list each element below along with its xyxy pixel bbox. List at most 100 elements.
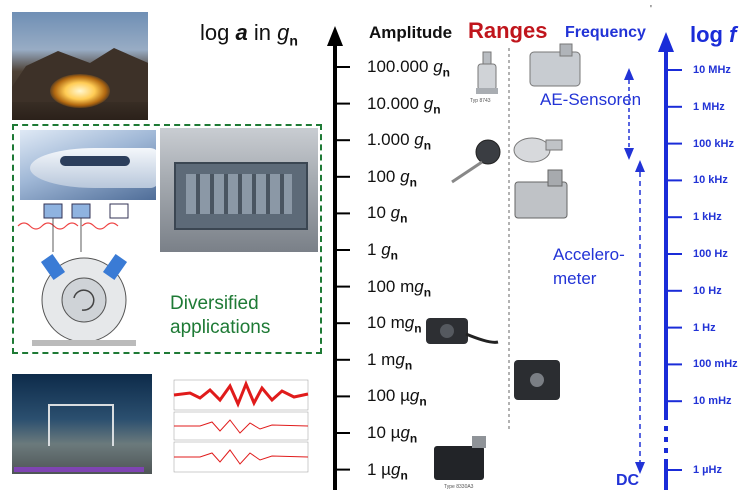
amplitude-tick-unit: g <box>433 57 443 76</box>
frequency-tick-label: 10 Hz <box>693 284 722 297</box>
amplitude-tick-sub: n <box>423 138 432 153</box>
amplitude-tick-unit: g <box>409 386 420 406</box>
amplitude-tick-unit: g <box>400 423 410 442</box>
ae-range-arrow-up <box>624 68 634 80</box>
amplitude-tick-unit: g <box>414 130 424 150</box>
logf-prefix: log <box>690 22 730 47</box>
amplitude-axis-title: log a in gn <box>200 20 298 48</box>
amplitude-tick-sub: n <box>400 467 408 482</box>
explosion-flash <box>50 74 110 108</box>
sensor-caption-bottom: Type 8330A3 <box>444 484 474 490</box>
frequency-tick-label: 10 MHz <box>693 64 731 76</box>
corner-mark: ' <box>650 4 652 15</box>
accelerometer-range-arrow-down <box>635 462 645 474</box>
amplitude-tick-label: 10 gn <box>367 203 407 228</box>
amplitude-tick-sub: n <box>423 284 432 299</box>
sensor-ae-round <box>513 137 563 163</box>
amplitude-tick-sub: n <box>409 431 418 446</box>
amplitude-tick-unit: g <box>395 349 405 369</box>
amplitude-tick-unit: g <box>381 240 391 259</box>
seafloor-frame <box>48 404 114 446</box>
amplitude-tick-unit: g <box>400 166 410 186</box>
frequency-tick-label: 1 Hz <box>693 321 716 334</box>
frequency-tick-label: 100 mHz <box>693 358 738 371</box>
frequency-tick-label: 1 kHz <box>693 211 722 224</box>
train-nose <box>30 148 156 188</box>
amplitude-tick-label: 100 gn <box>367 167 417 192</box>
amplitude-tick-value: 10 m <box>367 313 405 333</box>
frequency-tick-label: 10 kHz <box>693 174 728 187</box>
amplitude-tick-value: 1 <box>367 240 382 259</box>
applications-label-line2: applications <box>170 317 271 338</box>
amplitude-tick-label: 1 µgn <box>367 460 408 485</box>
amplitude-tick-sub: n <box>400 211 408 226</box>
amplitude-tick-value: 1.000 <box>367 130 415 150</box>
log-f-heading: log f <box>690 22 736 48</box>
amplitude-tick-value: 100 m <box>367 276 415 296</box>
ae-range-arrow-down <box>624 148 634 160</box>
dc-label: DC <box>616 472 640 489</box>
amplitude-tick-value: 10 <box>367 203 391 223</box>
amplitude-tick-value: 1 µ <box>367 459 391 479</box>
amplitude-tick-value: 100 µ <box>367 386 410 406</box>
seismogram-plot <box>160 376 310 476</box>
amplitude-tick-sub: n <box>433 101 441 116</box>
axis-title-var: a <box>235 20 248 45</box>
amplitude-tick-sub: n <box>419 394 427 409</box>
accelerometer-label: Accelero- meter <box>553 243 625 291</box>
axis-title-sub: n <box>289 32 298 49</box>
amplitude-tick-label: 1 mgn <box>367 350 412 375</box>
rotating-machine-drawing <box>17 203 136 346</box>
amplitude-tick-sub: n <box>442 65 450 80</box>
amplitude-tick-label: 10.000 gn <box>367 94 441 119</box>
amplitude-heading: Amplitude <box>369 23 453 42</box>
frequency-heading: Frequency <box>565 24 646 41</box>
frequency-tick-label: 100 kHz <box>693 137 734 150</box>
frequency-tick-label: 1 MHz <box>693 100 725 113</box>
sensor-base-bottom <box>434 436 486 480</box>
sensor-black-pad <box>426 318 499 344</box>
frequency-axis-arrow <box>658 32 674 52</box>
test-rig-photo <box>160 128 318 252</box>
accelerometer-range-arrow-up <box>635 160 645 172</box>
sensor-triaxial <box>514 169 568 219</box>
ae-sensors-label: AE-Sensoren <box>540 90 642 109</box>
frequency-tick-label: 1 µHz <box>693 464 722 476</box>
high-speed-train-photo <box>20 130 156 200</box>
amplitude-tick-sub: n <box>409 175 417 190</box>
amplitude-tick-value: 1 m <box>367 349 396 369</box>
accelerometer-label-line1: Accelero- <box>553 245 625 264</box>
amplitude-tick-sub: n <box>414 321 422 336</box>
applications-label: Diversified applications <box>170 292 270 340</box>
sensor-cable-round <box>451 139 501 184</box>
amplitude-tick-unit: g <box>414 276 424 296</box>
frequency-tick-label: 100 Hz <box>693 248 728 260</box>
amplitude-tick-label: 10 µgn <box>367 423 417 448</box>
amplitude-tick-sub: n <box>404 358 413 373</box>
amplitude-tick-unit: g <box>423 93 434 113</box>
amplitude-tick-unit: g <box>404 313 415 333</box>
axis-title-unit: g <box>277 20 290 45</box>
explosion-photo <box>12 12 148 120</box>
amplitude-tick-label: 100.000 gn <box>367 57 450 82</box>
sensor-caption-top: Typ 8743 <box>470 98 491 104</box>
amplitude-tick-value: 10 µ <box>367 423 401 442</box>
amplitude-tick-value: 10.000 <box>367 93 424 113</box>
sensor-piezo-top <box>476 51 498 94</box>
amplitude-tick-unit: g <box>390 459 401 479</box>
axis-title-prefix: log <box>200 20 236 45</box>
amplitude-tick-sub: n <box>390 248 398 263</box>
test-rig-frame <box>174 162 308 230</box>
seafloor-station-photo <box>12 374 152 474</box>
frequency-tick-label: 10 mHz <box>693 395 732 408</box>
amplitude-tick-value: 100 <box>367 166 401 186</box>
applications-label-line1: Diversified <box>170 293 259 314</box>
amplitude-tick-label: 100 mgn <box>367 277 431 302</box>
sensor-black-block <box>514 360 560 400</box>
ranges-heading: Ranges <box>468 18 548 43</box>
amplitude-tick-unit: g <box>390 203 401 223</box>
applications-box <box>12 124 322 354</box>
logf-var: f <box>729 22 737 47</box>
amplitude-tick-label: 1 gn <box>367 240 398 265</box>
